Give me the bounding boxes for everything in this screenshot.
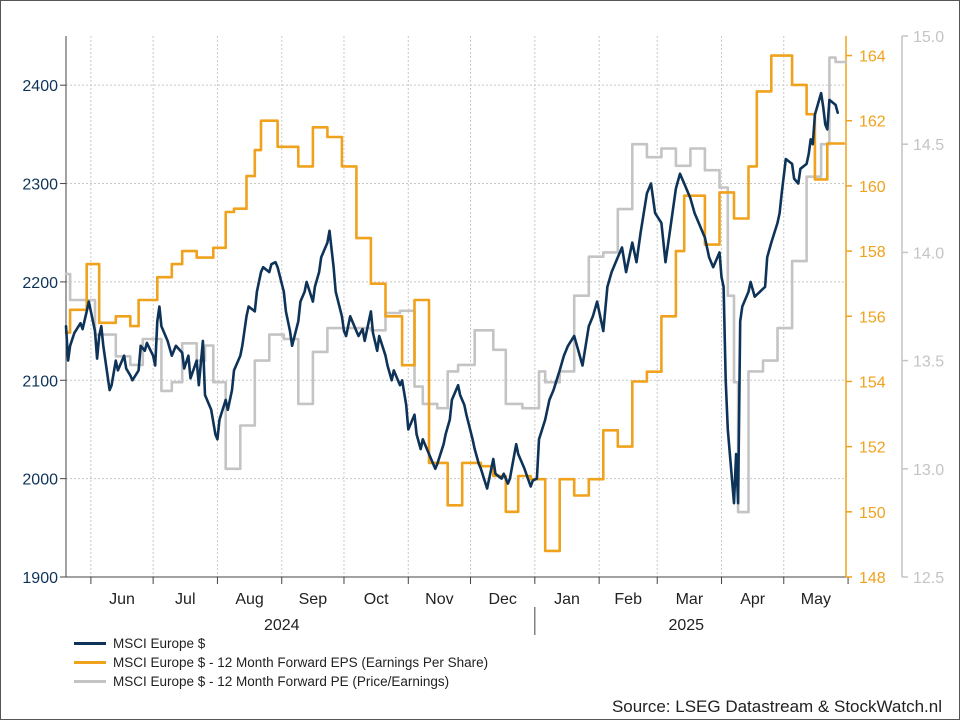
pe-axis-label: 12.5 bbox=[913, 570, 944, 587]
msci-europe-line bbox=[64, 91, 839, 505]
x-tick-label: Aug bbox=[235, 591, 263, 608]
eps-axis-label: 158 bbox=[859, 244, 886, 261]
legend-swatch bbox=[74, 660, 106, 664]
x-tick-label: Oct bbox=[364, 591, 389, 608]
x-tick-label: Dec bbox=[488, 591, 516, 608]
left-axis-label: 2200 bbox=[22, 275, 58, 292]
left-axis-label: 2000 bbox=[22, 472, 58, 489]
series-lines bbox=[64, 54, 848, 553]
legend-entry: MSCI Europe $ bbox=[74, 634, 205, 652]
legend-label: MSCI Europe $ - 12 Month Forward EPS (Ea… bbox=[113, 654, 489, 670]
legend-swatch bbox=[74, 641, 106, 645]
legend-entry: MSCI Europe $ - 12 Month Forward EPS (Ea… bbox=[74, 653, 488, 671]
pe-axis-label: 13.5 bbox=[913, 354, 944, 371]
legend-entry: MSCI Europe $ - 12 Month Forward PE (Pri… bbox=[74, 672, 449, 690]
left-axis-label: 1900 bbox=[22, 570, 58, 587]
x-tick-label: Jul bbox=[175, 591, 195, 608]
legend-label: MSCI Europe $ - 12 Month Forward PE (Pri… bbox=[113, 673, 450, 689]
grid-lines bbox=[66, 36, 846, 577]
eps-line bbox=[64, 54, 846, 553]
source-label: Source: LSEG Datastream & StockWatch.nl bbox=[611, 697, 942, 716]
left-axis-label: 2400 bbox=[22, 78, 58, 95]
eps-axis-label: 152 bbox=[859, 440, 886, 457]
pe-axis-label: 13.0 bbox=[913, 462, 944, 479]
pe-axis-label: 14.0 bbox=[913, 245, 944, 262]
pe-axis-label: 15.0 bbox=[913, 29, 944, 46]
eps-axis-label: 154 bbox=[859, 374, 886, 391]
axes: Jun Jul Aug Sep Oct Nov Dec Jan Feb Mar Apr May 2024… bbox=[22, 29, 944, 635]
x-year-label: 2024 bbox=[264, 617, 300, 634]
left-axis-label: 2100 bbox=[22, 373, 58, 390]
left-axis-label: 2300 bbox=[22, 177, 58, 194]
eps-axis-label: 148 bbox=[859, 570, 886, 587]
x-tick-label: Sep bbox=[299, 591, 328, 608]
x-tick-label: Jan bbox=[554, 591, 580, 608]
legend-label: MSCI Europe $ bbox=[113, 635, 206, 651]
x-tick-label: Nov bbox=[425, 591, 453, 608]
x-tick-label: Mar bbox=[676, 591, 704, 608]
x-year-label: 2025 bbox=[668, 617, 704, 634]
x-tick-label: Jun bbox=[109, 591, 135, 608]
pe-axis-label: 14.5 bbox=[913, 137, 944, 154]
eps-axis-label: 164 bbox=[859, 49, 886, 66]
x-tick-label: Apr bbox=[740, 591, 766, 608]
x-tick-label: May bbox=[801, 591, 831, 608]
eps-axis-label: 156 bbox=[859, 309, 886, 326]
eps-axis-label: 162 bbox=[859, 114, 886, 131]
eps-axis-label: 150 bbox=[859, 505, 886, 522]
x-tick-label: Feb bbox=[614, 591, 642, 608]
pe-line bbox=[64, 56, 848, 514]
legend-swatch bbox=[74, 679, 106, 683]
eps-axis-label: 160 bbox=[859, 179, 886, 196]
